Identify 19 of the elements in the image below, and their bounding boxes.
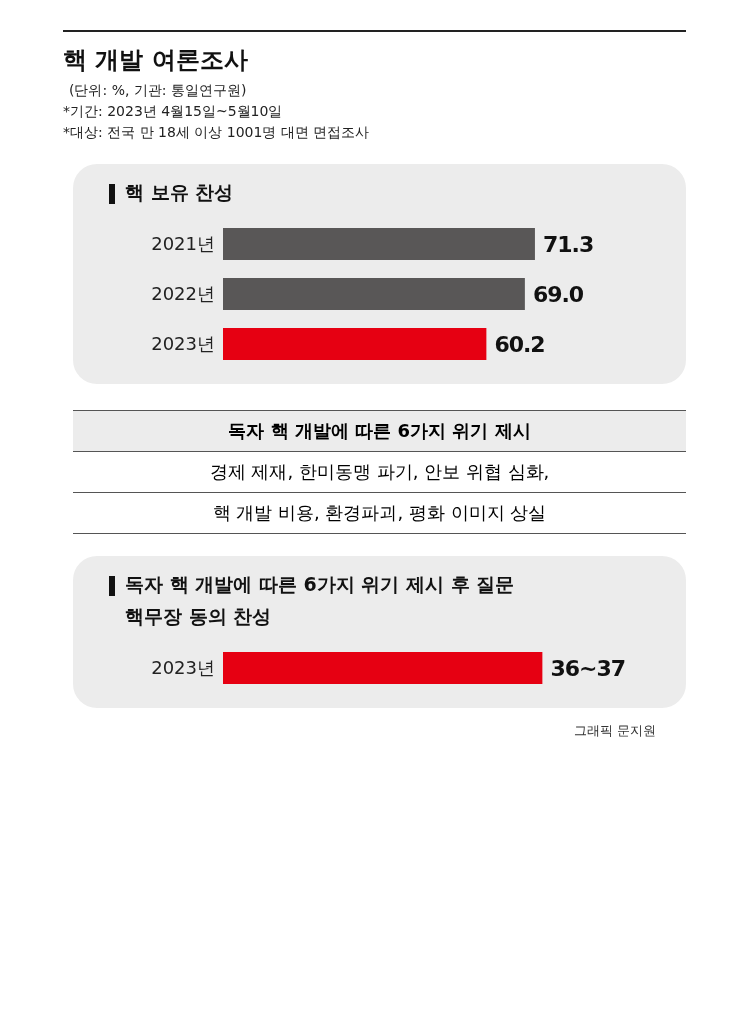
chart-title: 독자 핵 개발에 따른 6가지 위기 제시 후 질문 [125, 572, 515, 597]
y-tick-label: 2021년 [151, 233, 215, 255]
text: 핵 개발 비용, 환경파괴, 평화 이미지 상실 [73, 492, 686, 533]
data-label: 69.0 [532, 281, 584, 307]
y-tick-label: 2022년 [151, 283, 215, 305]
chart-subtitle: 핵무장 동의 찬성 [125, 604, 273, 629]
data-label: 36~37 [550, 655, 626, 681]
text: *기간: 2023년 4월15일~5월10일 [63, 103, 284, 121]
text: (단위: %, 기관: 통일연구원) [68, 82, 248, 100]
chart-title: 핵 보유 찬성 [125, 180, 234, 205]
y-tick-label: 2023년 [151, 657, 215, 679]
text: *대상: 전국 만 18세 이상 1001명 대면 면접조사 [63, 124, 371, 142]
text: 경제 제재, 한미동맹 파기, 안보 위협 심화, [208, 460, 551, 484]
data-label: 60.2 [494, 331, 545, 357]
text: 핵 개발 여론조사 [63, 45, 249, 76]
y-tick-label: 2023년 [151, 333, 215, 355]
data-label: 71.3 [542, 231, 594, 257]
text: 그래픽 문지원 [573, 723, 656, 738]
text: 독자 핵 개발에 따른 6가지 위기 제시 [73, 411, 686, 452]
